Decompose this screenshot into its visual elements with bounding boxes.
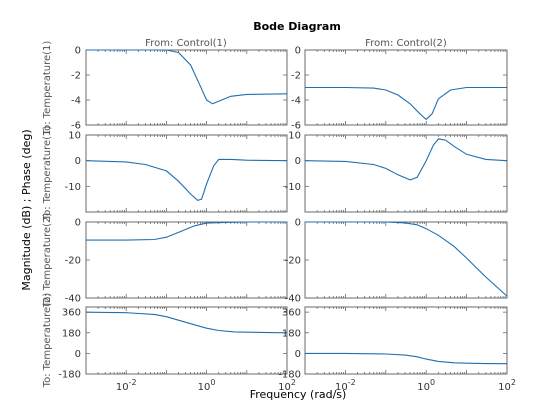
row-4-y-tick-label-right: -180 [278, 370, 301, 381]
column-title-control-2: From: Control(2) [365, 38, 447, 49]
row-1-y-tick-label: 0 [75, 46, 81, 57]
row-1-y-tick-label-right: -6 [291, 121, 301, 132]
col-2-x-tick-label: 102 [498, 378, 516, 393]
panel-r3-c2-series-line [305, 221, 508, 297]
panel-r4-c1-frame [85, 306, 288, 375]
row-2-y-tick-label: -10 [65, 182, 81, 193]
col-2-x-tick-label: 10-2 [335, 378, 356, 393]
col-1-x-tick-label: 102 [278, 378, 296, 393]
col-1-x-tick-label: 100 [198, 378, 216, 393]
row-2-y-tick-label-right: 0 [295, 156, 301, 167]
row-3-y-tick-label: 0 [75, 218, 81, 229]
panels-group: To: Temperature(1) 0 -2 -4 -6 0 -2 -4 -6 To: Temp… [42, 41, 516, 393]
row-1-y-tick-label-right: 0 [295, 46, 301, 57]
panel-r3-c2-frame [304, 221, 508, 299]
row-3-y-tick-label: -20 [65, 256, 81, 267]
row-2-y-tick-label-right: -10 [285, 182, 301, 193]
row-4-y-tick-label: 180 [62, 328, 81, 339]
panel-r1-c1-frame [85, 49, 288, 126]
row-1-y-tick-label: -2 [71, 71, 81, 82]
row-2-y-tick-label: 10 [68, 131, 81, 142]
panel-r2-c1-frame [85, 134, 288, 213]
panel-r1-c2-series-line [305, 86, 507, 121]
row-2-y-tick-label-right: 10 [288, 131, 301, 142]
panel-r2-c1-series-line [85, 158, 288, 202]
row-3-y-tick-label-right: -20 [285, 256, 301, 267]
row-3-y-tick-label: -40 [65, 294, 81, 305]
chart-title: Bode Diagram [253, 20, 341, 33]
row-3-y-tick-label-right: -40 [285, 294, 301, 305]
row-4-y-tick-label-right: 360 [282, 308, 301, 319]
row-4-y-tick-label-right: 0 [295, 349, 301, 360]
panel-r2-c2-frame [304, 134, 508, 213]
panel-r3-c1-series-line [86, 221, 287, 241]
panel-r4-c1-series-line [85, 311, 288, 334]
panel-r4-c2-series-line [305, 352, 508, 365]
col-1-x-tick-label: 10-2 [116, 378, 137, 393]
column-title-control-1: From: Control(1) [145, 38, 227, 49]
row-3-y-tick-label-right: 0 [295, 218, 301, 229]
panel-r1-c1-series-line [86, 49, 288, 105]
row-label-1: To: Temperature(1) [42, 41, 53, 137]
x-axis-label: Frequency (rad/s) [250, 388, 347, 401]
row-4-y-tick-label-right: 180 [282, 328, 301, 339]
panel-r2-c2-series-line [304, 138, 508, 181]
row-1-y-tick-label: -6 [71, 121, 81, 132]
row-1-y-tick-label-right: -4 [291, 96, 301, 107]
row-1-y-tick-label: -4 [71, 96, 81, 107]
y-axis-label: Magnitude (dB) ; Phase (deg) [20, 129, 33, 290]
col-2-x-tick-label: 100 [417, 378, 435, 393]
row-label-3: To: Temperature(2) [42, 213, 53, 309]
row-label-4: To: Temperature(2) [42, 293, 53, 389]
row-2-y-tick-label: 0 [75, 156, 81, 167]
row-1-y-tick-label-right: -2 [291, 71, 301, 82]
row-label-2: To: Temperature(1) [42, 126, 53, 222]
row-4-y-tick-label: -180 [58, 370, 81, 381]
panel-r3-c1-frame [85, 221, 288, 299]
row-4-y-tick-label: 0 [75, 349, 81, 360]
row-4-y-tick-label: 360 [62, 308, 81, 319]
